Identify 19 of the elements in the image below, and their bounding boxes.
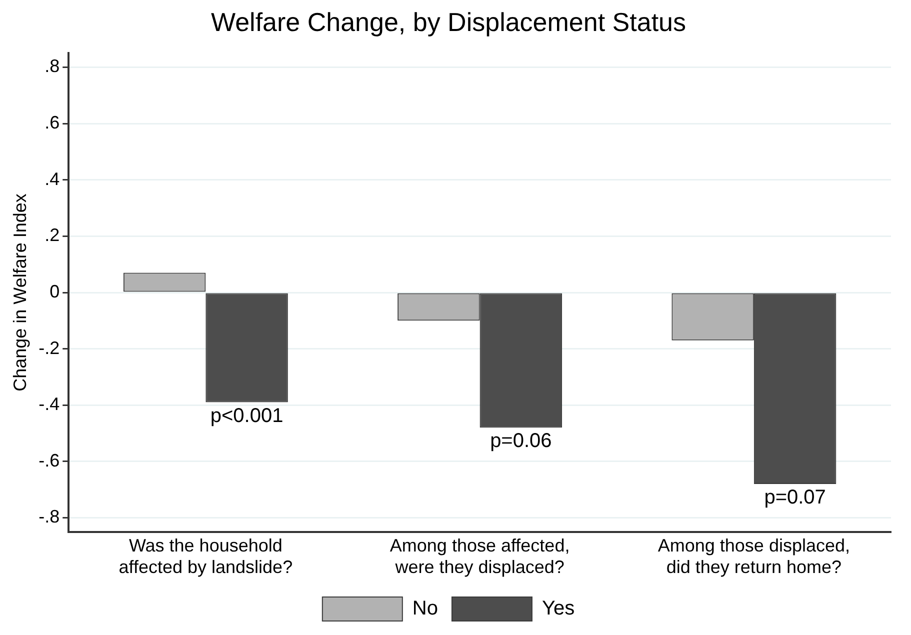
x-tick-label: Among those displaced, did they return home? <box>658 536 850 578</box>
y-tick-label: -.8 <box>38 506 60 527</box>
annotation: p<0.001 <box>210 404 284 427</box>
y-tick-label: .6 <box>44 112 60 133</box>
y-axis-title: Change in Welfare Index <box>10 194 30 392</box>
annotation: p=0.06 <box>490 430 552 452</box>
legend-label: No <box>412 598 438 620</box>
chart-title: Welfare Change, by Displacement Status <box>211 6 686 37</box>
y-tick-label: .4 <box>44 168 60 189</box>
annotation: p=0.07 <box>764 486 826 508</box>
y-tick-label: 0 <box>50 281 60 302</box>
x-tick-label: Was the household affected by landslide? <box>118 536 293 578</box>
y-tick-label: -.6 <box>38 450 60 470</box>
y-tick-label: .2 <box>44 225 60 246</box>
legend-label: Yes <box>542 598 575 620</box>
y-tick-label: -.2 <box>38 338 60 358</box>
y-tick-label: -.4 <box>38 394 60 414</box>
y-tick-label: .8 <box>44 56 60 76</box>
x-tick-label: Among those affected, were they displaced? <box>390 536 570 578</box>
